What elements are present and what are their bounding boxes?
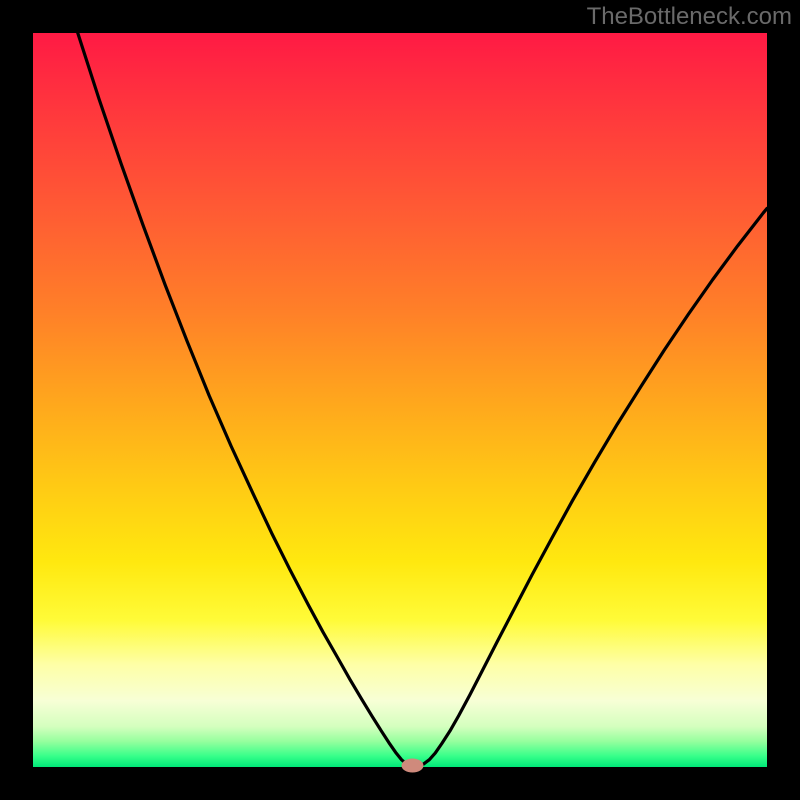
optimal-point-marker	[401, 759, 423, 773]
chart-gradient-background	[33, 33, 767, 767]
watermark-text: TheBottleneck.com	[587, 3, 792, 31]
chart-container: TheBottleneck.com	[0, 0, 800, 800]
bottleneck-chart	[0, 0, 800, 800]
